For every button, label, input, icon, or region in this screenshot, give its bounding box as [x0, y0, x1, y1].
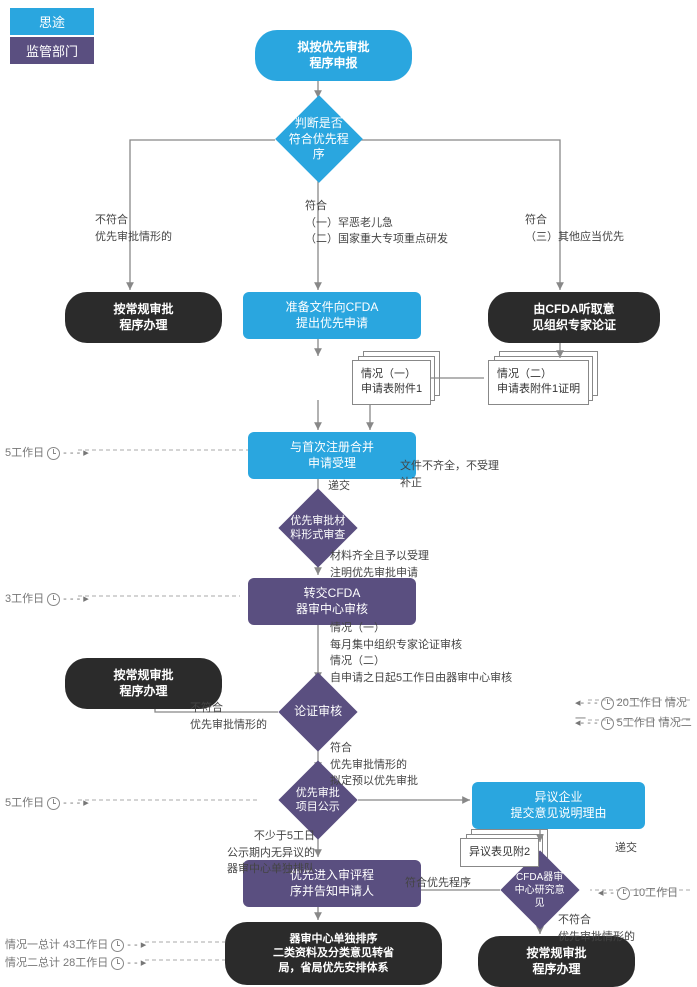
legend: 思途 监管部门 [10, 8, 94, 66]
side-r2: ◂- - -5工作日 情况二 [575, 714, 692, 730]
clock-icon [617, 887, 630, 900]
clock-icon [47, 593, 60, 606]
label-match1: 符合 （一）罕恶老儿急 （二）国家重大专项重点研发 [305, 198, 448, 248]
clock-icon [111, 939, 124, 952]
side-s3: 5工作日- - - ▸ [5, 794, 89, 810]
label-verify-no: 不符合 优先审批情形的 [190, 700, 267, 733]
label-pub-note: 不少于5工日 公示期内无异议的 器审中心单独排队 [225, 828, 315, 878]
clock-icon [47, 447, 60, 460]
legend-regulator: 监管部门 [10, 37, 94, 64]
doc-3: 异议表见附2 [460, 838, 539, 867]
doc-2: 情况（二） 申请表附件1证明 [488, 360, 589, 405]
clock-icon [111, 957, 124, 970]
label-submit1: 递交 [328, 478, 350, 495]
clock-icon [47, 797, 60, 810]
node-start: 拟按优先审批 程序申报 [255, 30, 412, 81]
legend-situ: 思途 [10, 8, 94, 35]
label-verify-yes: 符合 优先审批情形的 拟定预以优先审批 [330, 740, 418, 790]
node-merge: 与首次注册合并 申请受理 [248, 432, 416, 479]
side-sum2: 情况二总计 28工作日- - ▸ [5, 954, 146, 970]
node-transfer: 转交CFDA 器审中心审核 [248, 578, 416, 625]
clock-icon [601, 717, 614, 730]
node-judge: 判断是否 符合优先程序 [275, 95, 363, 183]
doc-1: 情况（一） 申请表附件1 [352, 360, 431, 405]
label-opinion-no: 不符合 优先审批情形的 [558, 912, 635, 945]
label-obj-submit: 递交 [615, 840, 637, 857]
label-no-match: 不符合 优先审批情形的 [95, 212, 172, 245]
node-objection: 异议企业 提交意见说明理由 [472, 782, 645, 829]
side-r3: ◂- -10工作日 [598, 884, 678, 900]
side-sum1: 情况一总计 43工作日- - ▸ [5, 936, 146, 952]
side-s1: 5工作日- - - ▸ [5, 444, 89, 460]
label-match2: 符合 （三）其他应当优先 [525, 212, 624, 245]
side-s2: 3工作日- - - ▸ [5, 590, 89, 606]
label-incomplete: 文件不齐全，不受理 补正 [400, 458, 499, 491]
node-normal1: 按常规审批 程序办理 [65, 292, 222, 343]
label-conform: 符合优先程序 [405, 875, 471, 892]
node-final: 器审中心单独排序 二类资料及分类意见转省 局，省局优先安排体系 [225, 922, 442, 985]
clock-icon [601, 697, 614, 710]
label-complete: 材料齐全且予以受理 注明优先审批申请 [330, 548, 429, 581]
node-cfda-expert: 由CFDA听取意 见组织专家论证 [488, 292, 660, 343]
node-prepare: 准备文件向CFDA 提出优先申请 [243, 292, 421, 339]
label-situation: 情况（一） 每月集中组织专家论证审核 情况（二） 自申请之日起5工作日由器审中心… [330, 620, 512, 686]
